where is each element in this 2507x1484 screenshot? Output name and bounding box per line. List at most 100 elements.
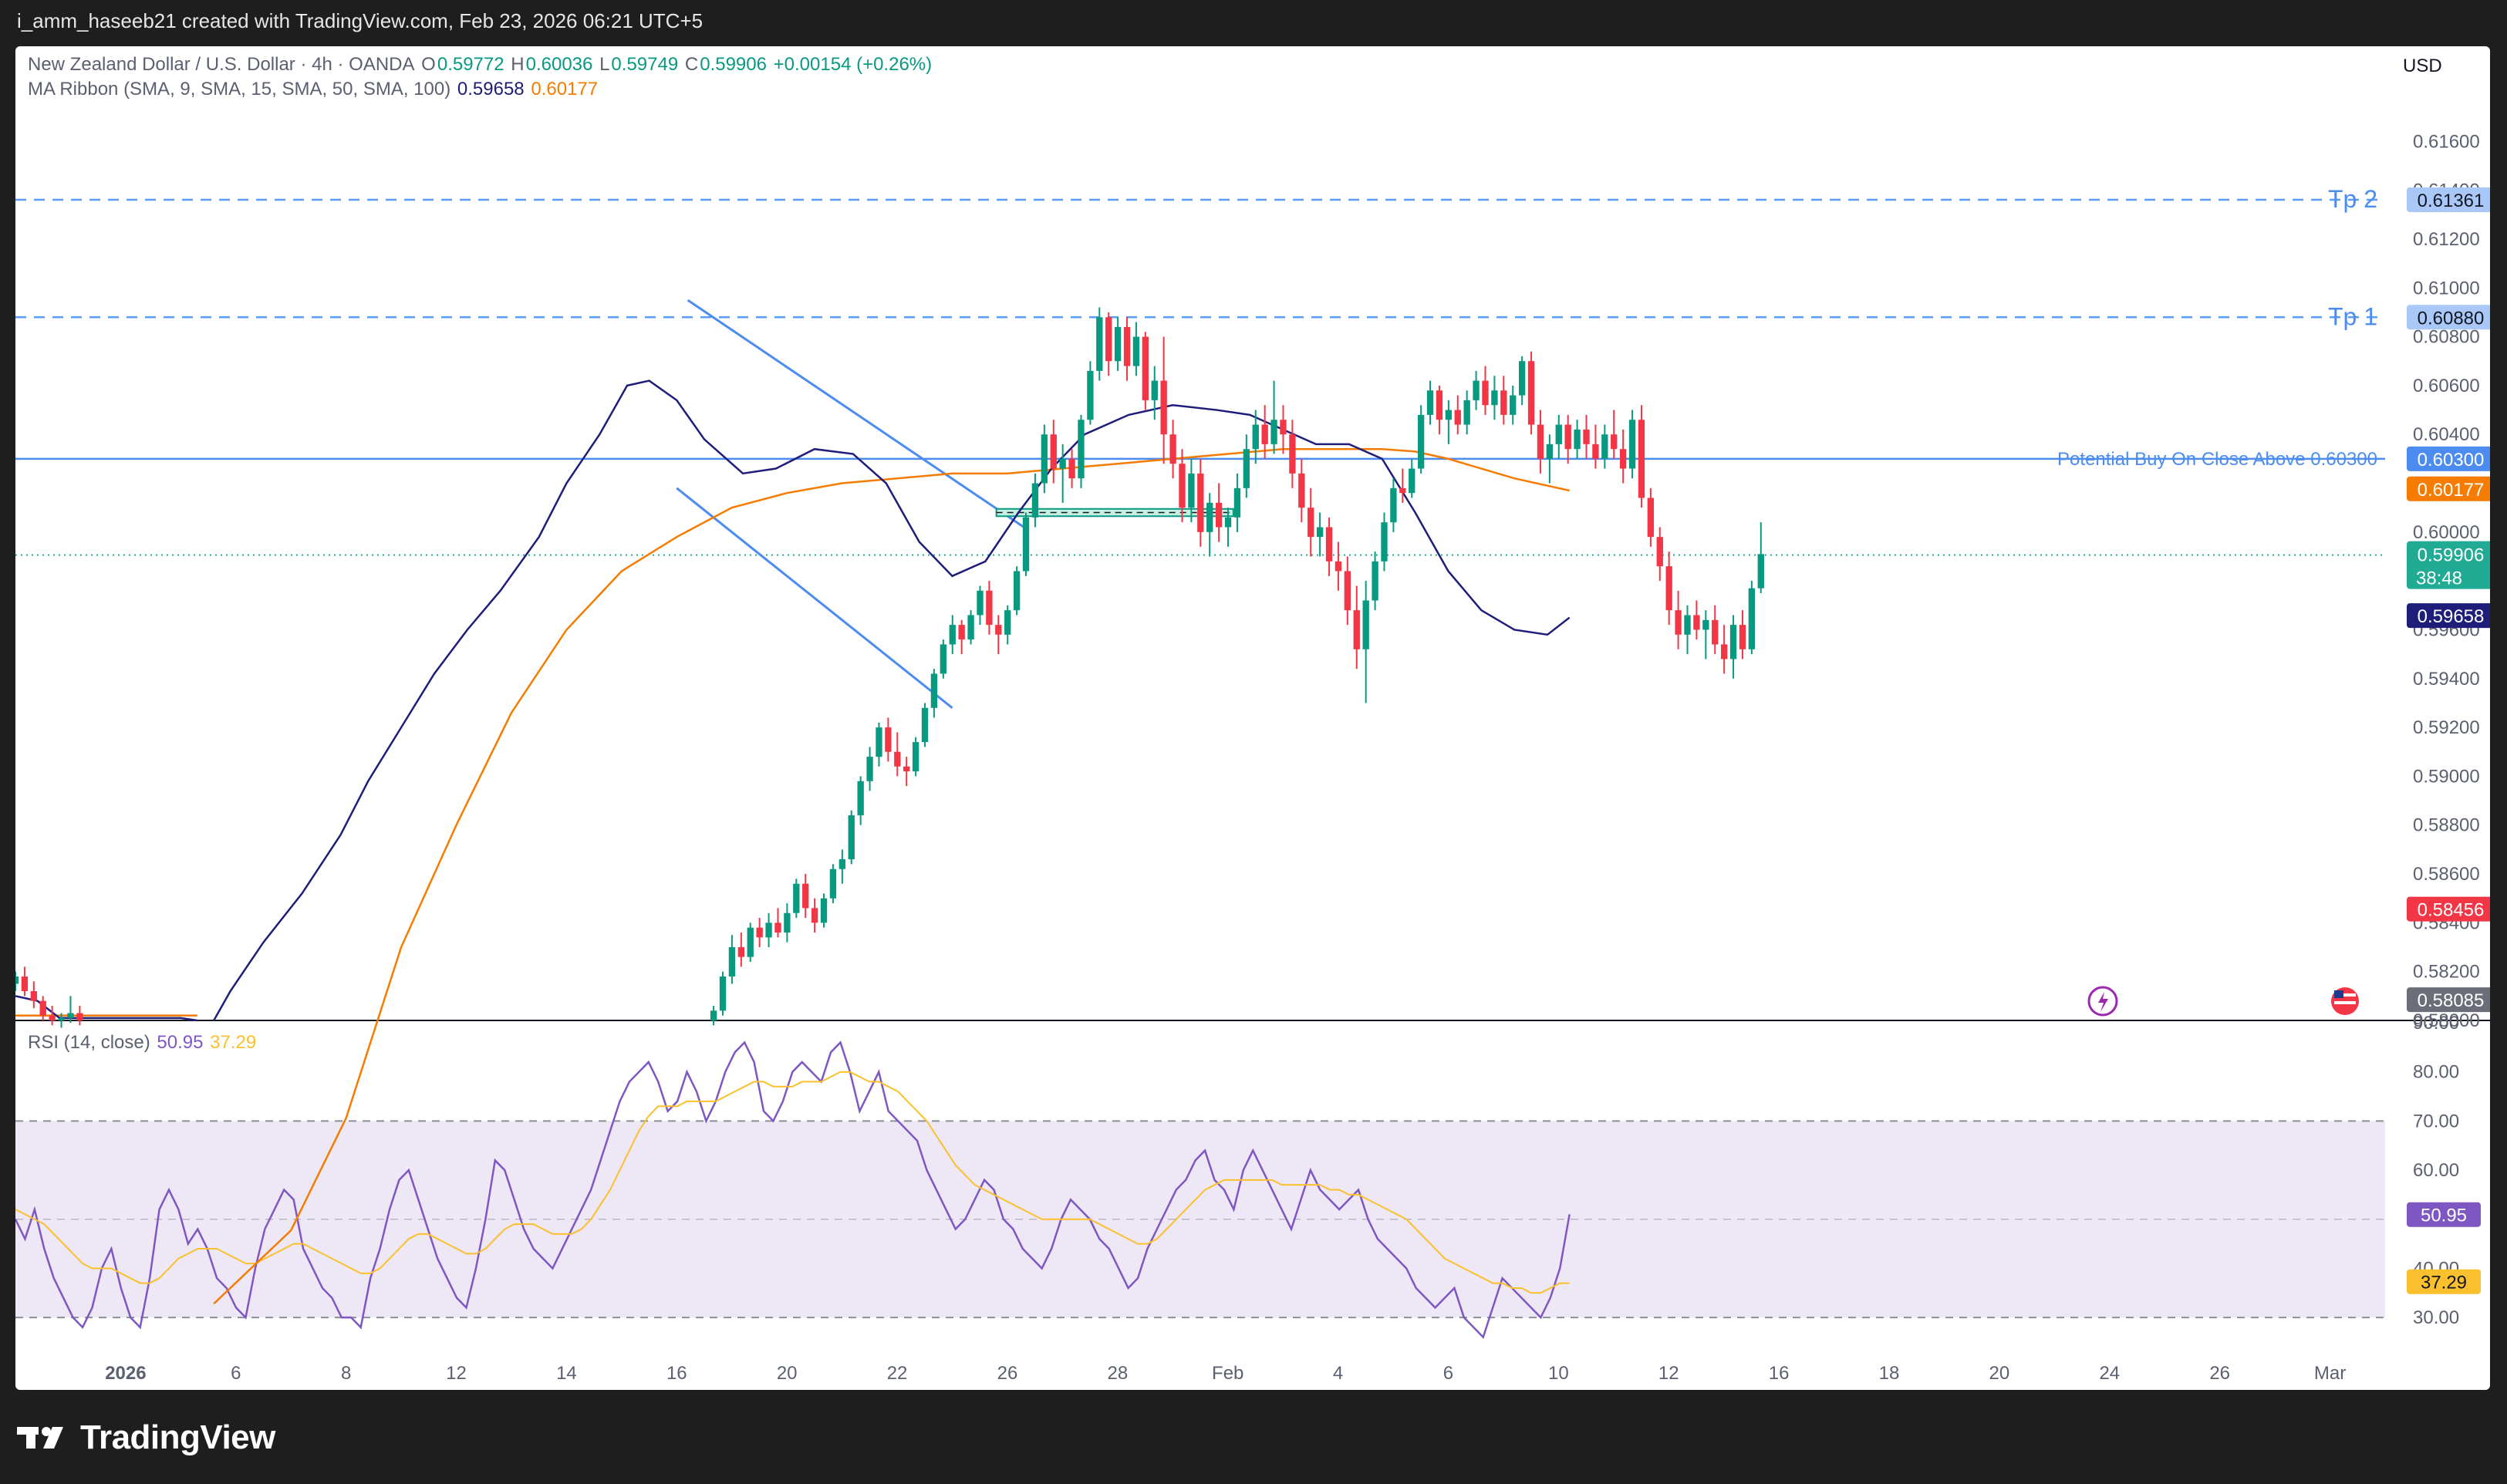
chart-canvas[interactable]: 0.616000.614000.612000.610000.608000.606…	[15, 46, 2490, 1390]
candle-body	[1417, 414, 1425, 469]
candle-body	[1123, 326, 1131, 366]
candle-body	[1334, 561, 1342, 572]
candle-body	[1188, 473, 1195, 508]
candle-body	[1197, 473, 1204, 532]
time-axis-tick: 20	[1989, 1363, 2010, 1384]
candle-body	[1252, 424, 1259, 450]
candle-body	[49, 1015, 56, 1020]
price-level-tag-text: 0.61361	[2418, 191, 2485, 211]
candle-body	[728, 947, 736, 977]
rsi-value-tag-text: 37.29	[2421, 1273, 2467, 1293]
time-axis-tick: 14	[556, 1363, 577, 1384]
candle-body	[1518, 361, 1526, 396]
price-axis-tick: 0.60600	[2413, 376, 2480, 396]
price-axis-tick: 0.61000	[2413, 278, 2480, 298]
price-level-tag-text: 0.60300	[2418, 450, 2485, 470]
chart-panel[interactable]: 0.616000.614000.612000.610000.608000.606…	[15, 46, 2490, 1390]
price-axis-tick: 0.58000	[2413, 1010, 2480, 1031]
time-axis-tick: 6	[1443, 1363, 1453, 1384]
candle-body	[1132, 336, 1140, 366]
rsi-legend[interactable]: RSI (14, close) 50.95 37.29	[28, 1032, 258, 1054]
price-tag-text: 0.58456	[2418, 900, 2485, 921]
rsi-series-line	[15, 1071, 1570, 1294]
chart-caption: i_amm_haseeb21 created with TradingView.…	[17, 9, 704, 32]
candle-body	[1583, 429, 1590, 444]
price-tag-text: 0.58085	[2418, 990, 2485, 1011]
candle-body	[1638, 420, 1645, 498]
tradingview-logo[interactable]: TradingView	[17, 1415, 275, 1461]
candle-body	[1224, 517, 1232, 528]
flag-icon-canton	[2334, 990, 2343, 998]
candle-body	[719, 976, 727, 1011]
time-axis-tick: 10	[1548, 1363, 1569, 1384]
time-axis-tick: 8	[341, 1363, 351, 1384]
time-axis-tick: 16	[666, 1363, 687, 1384]
candle-body	[894, 751, 901, 767]
lightning-icon-bolt	[2098, 992, 2108, 1012]
time-axis-tick: 12	[446, 1363, 467, 1384]
currency-label[interactable]: USD	[2403, 56, 2442, 76]
ma-name: MA Ribbon (SMA, 9, SMA, 15, SMA, 50, SMA…	[28, 79, 451, 99]
candle-body	[811, 908, 818, 923]
candle-body	[1436, 390, 1443, 420]
candle-body	[977, 590, 984, 616]
candle-body	[1720, 644, 1728, 659]
candle-body	[1445, 410, 1453, 420]
lightning-icon	[2087, 986, 2118, 1017]
ma-value-2: 0.60177	[531, 79, 599, 99]
symbol-legend[interactable]: New Zealand Dollar / U.S. Dollar · 4h · …	[28, 54, 933, 76]
price-tag	[2407, 476, 2490, 501]
candle-body	[15, 976, 19, 984]
candle-body	[1362, 600, 1369, 649]
candle-body	[838, 859, 846, 869]
ma-legend[interactable]: MA Ribbon (SMA, 9, SMA, 15, SMA, 50, SMA…	[28, 79, 599, 100]
candle-body	[1693, 615, 1700, 630]
price-axis-tick: 0.58600	[2413, 864, 2480, 885]
candle-body	[1031, 483, 1039, 518]
candle-body	[1206, 502, 1213, 532]
candle-body	[1160, 380, 1167, 435]
candle-body	[39, 1000, 46, 1016]
candle-body	[1059, 458, 1066, 469]
candle-body	[885, 727, 892, 752]
time-axis-tick: 28	[1107, 1363, 1128, 1384]
candle-body	[995, 625, 1002, 635]
price-level-tag	[2407, 305, 2490, 330]
rsi-series-line	[15, 1040, 1571, 1339]
flag-icon-stripe	[2334, 1001, 2356, 1004]
candle-body	[866, 757, 873, 781]
candle-body	[1527, 361, 1535, 425]
price-tag	[2407, 987, 2490, 1013]
candle-body	[1454, 410, 1461, 425]
candle-body	[1601, 434, 1608, 459]
candle-body	[1656, 537, 1663, 567]
candle-body	[737, 947, 745, 957]
candle-body	[30, 991, 37, 1001]
candle-body	[1179, 464, 1186, 508]
rsi-axis-tick: 30.00	[2413, 1307, 2459, 1328]
candle-body	[1647, 497, 1655, 538]
rsi-axis-tick: 60.00	[2413, 1160, 2459, 1181]
candle-body	[1390, 487, 1397, 523]
rsi-axis-tick: 70.00	[2413, 1111, 2459, 1132]
price-level-tag	[2407, 446, 2490, 471]
low-label: L	[599, 54, 610, 75]
price-axis-tick: 0.59400	[2413, 669, 2480, 690]
time-axis-tick: 2026	[105, 1363, 146, 1384]
candle-body	[1096, 317, 1103, 371]
candle-body	[793, 883, 800, 913]
price-level-label: Potential Buy On Close Above 0.60300	[2057, 449, 2377, 470]
candle-body	[1087, 370, 1094, 420]
low-value: 0.59749	[611, 54, 679, 75]
candle-body	[1702, 619, 1709, 630]
channel-line	[676, 487, 953, 709]
rsi-name: RSI (14, close)	[28, 1032, 150, 1053]
candle-body	[1114, 326, 1122, 362]
candle-body	[1555, 424, 1562, 444]
candle-body	[1473, 380, 1480, 400]
price-tag	[2407, 603, 2490, 629]
candle-body	[1105, 317, 1112, 362]
candle-body	[958, 625, 965, 640]
candle-body	[1169, 434, 1176, 464]
candle-body	[903, 766, 910, 772]
